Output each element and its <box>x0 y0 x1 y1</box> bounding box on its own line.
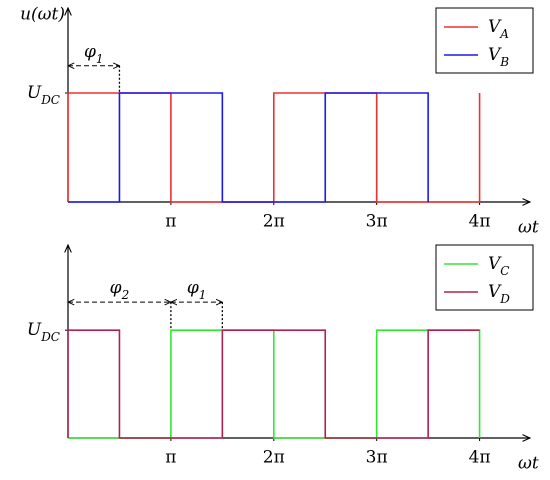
x-tick-label: 3π <box>366 212 388 232</box>
legend-label: VD <box>488 282 510 306</box>
x-tick-label: 3π <box>366 448 388 468</box>
series-line <box>67 92 481 203</box>
legend-box <box>435 7 534 74</box>
series-line <box>67 329 480 439</box>
phase-label: φ1 <box>187 278 207 302</box>
phase-label: φ1 <box>84 41 104 65</box>
x-axis-label: ωt <box>518 218 539 238</box>
y-tick-label: UDC <box>27 83 60 107</box>
legend-label: VC <box>488 254 509 278</box>
x-axis-label: ωt <box>518 454 539 474</box>
phase-label: φ2 <box>110 278 130 302</box>
series-line <box>68 329 481 439</box>
legend-label: VA <box>488 17 509 41</box>
x-tick-label: 4π <box>469 212 491 232</box>
y-tick-label: UDC <box>27 320 60 344</box>
x-tick-label: 2π <box>263 212 285 232</box>
x-tick-label: π <box>165 448 176 468</box>
x-tick-label: 4π <box>469 448 491 468</box>
x-tick-label: 2π <box>263 448 285 468</box>
series-line <box>68 92 429 203</box>
x-tick-label: π <box>165 212 176 232</box>
legend-label: VB <box>488 45 509 69</box>
y-axis-label: u(ωt) <box>20 5 65 25</box>
legend-box <box>435 244 534 311</box>
